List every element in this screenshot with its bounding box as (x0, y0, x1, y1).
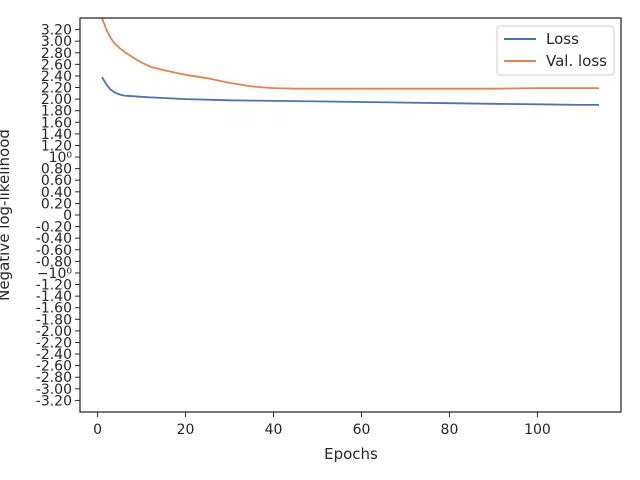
y-tick-label: −10⁰ (37, 266, 73, 282)
x-tick-label: 60 (353, 422, 371, 438)
y-tick-label: 3.00 (41, 34, 72, 50)
y-tick-label: 0.60 (41, 173, 72, 189)
y-tick-label: -2.40 (36, 347, 72, 363)
y-tick-label: -2.80 (36, 370, 72, 386)
legend-label-val-loss: Val. loss (546, 52, 607, 70)
y-tick-label: 2.20 (41, 81, 72, 97)
y-tick-label: -2.00 (36, 324, 72, 340)
y-tick-label: 2.80 (41, 46, 72, 62)
y-tick-label: 0.20 (41, 196, 72, 212)
y-tick-label: -3.00 (36, 382, 72, 398)
plot-frame (79, 17, 622, 413)
y-tick-label: 3.20 (41, 23, 72, 39)
y-tick-label: 0.40 (41, 185, 72, 201)
y-tick-label: 0.80 (41, 162, 72, 178)
y-tick-label: 2.00 (41, 92, 72, 108)
y-tick-label: -0.80 (36, 254, 72, 270)
y-tick-label: -1.40 (36, 289, 72, 305)
y-tick-label: 1.20 (41, 138, 72, 154)
y-tick-label: 1.40 (41, 127, 72, 143)
y-tick-label: 1.60 (41, 115, 72, 131)
x-tick-label: 0 (93, 422, 102, 438)
y-tick-label: -2.60 (36, 359, 72, 375)
y-tick-label: -0.40 (36, 231, 72, 247)
series-line-val-loss (101, 18, 599, 90)
x-axis-ticks: 0 20 40 60 80 100 (93, 412, 551, 438)
legend: Loss Val. loss (496, 25, 615, 76)
y-tick-label: 2.40 (41, 69, 72, 85)
y-tick-label: -0.20 (36, 220, 72, 236)
y-tick-label: -1.60 (36, 301, 72, 317)
y-tick-label: 10⁰ (49, 150, 73, 166)
y-tick-label: -1.20 (36, 278, 72, 294)
y-tick-label: -2.20 (36, 335, 72, 351)
y-tick-label: -3.20 (36, 393, 72, 409)
y-tick-label: -0.60 (36, 243, 72, 259)
series-lines (101, 18, 599, 106)
x-tick-label: 80 (441, 422, 459, 438)
series-line-loss (101, 76, 599, 106)
y-tick-label: 2.60 (41, 57, 72, 73)
x-tick-label: 100 (524, 422, 551, 438)
y-axis-ticks: -3.20-3.00-2.80-2.60-2.40-2.20-2.00-1.80… (36, 23, 80, 409)
x-axis-label: Epochs (324, 445, 378, 463)
y-tick-label: -1.80 (36, 312, 72, 328)
legend-label-loss: Loss (546, 30, 579, 48)
plot-background (80, 18, 621, 412)
y-tick-label: 1.80 (41, 104, 72, 120)
x-tick-label: 40 (265, 422, 283, 438)
x-tick-label: 20 (177, 422, 195, 438)
y-axis-label: Negative log-likelihood (0, 129, 13, 301)
y-tick-label: 0 (63, 208, 72, 224)
